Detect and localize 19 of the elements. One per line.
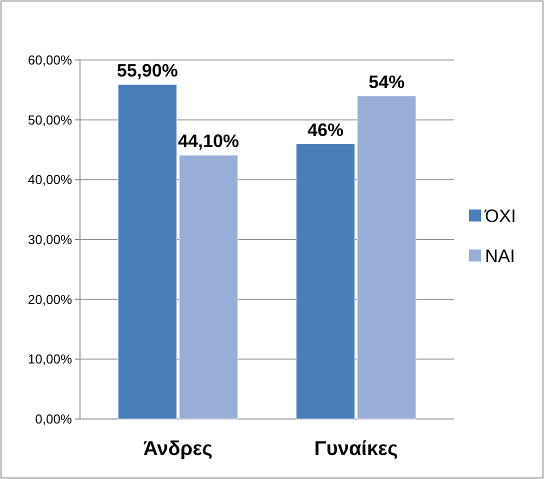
bar xyxy=(178,154,238,420)
data-label: 46% xyxy=(307,120,344,140)
data-label: 44,10% xyxy=(178,131,240,152)
x-tick-label: Γυναίκες xyxy=(314,438,398,460)
y-tick-label: 30,00% xyxy=(28,232,72,248)
bar xyxy=(357,96,416,420)
legend-label: ΌΧΙ xyxy=(484,206,516,226)
data-label: 54% xyxy=(368,72,405,92)
x-tick-label: Άνδρες xyxy=(143,438,213,460)
y-tick-label: 50,00% xyxy=(28,112,72,128)
y-tick-label: 60,00% xyxy=(28,52,72,68)
data-label: 55,90% xyxy=(116,60,178,81)
y-tick-label: 10,00% xyxy=(28,352,72,367)
y-tick-label: 40,00% xyxy=(28,172,72,188)
y-tick-label: 20,00% xyxy=(28,292,72,307)
bar xyxy=(118,84,177,420)
y-tick-label: 0,00% xyxy=(35,412,72,427)
bar xyxy=(296,144,356,420)
legend-label: ΝΑΙ xyxy=(485,246,516,266)
